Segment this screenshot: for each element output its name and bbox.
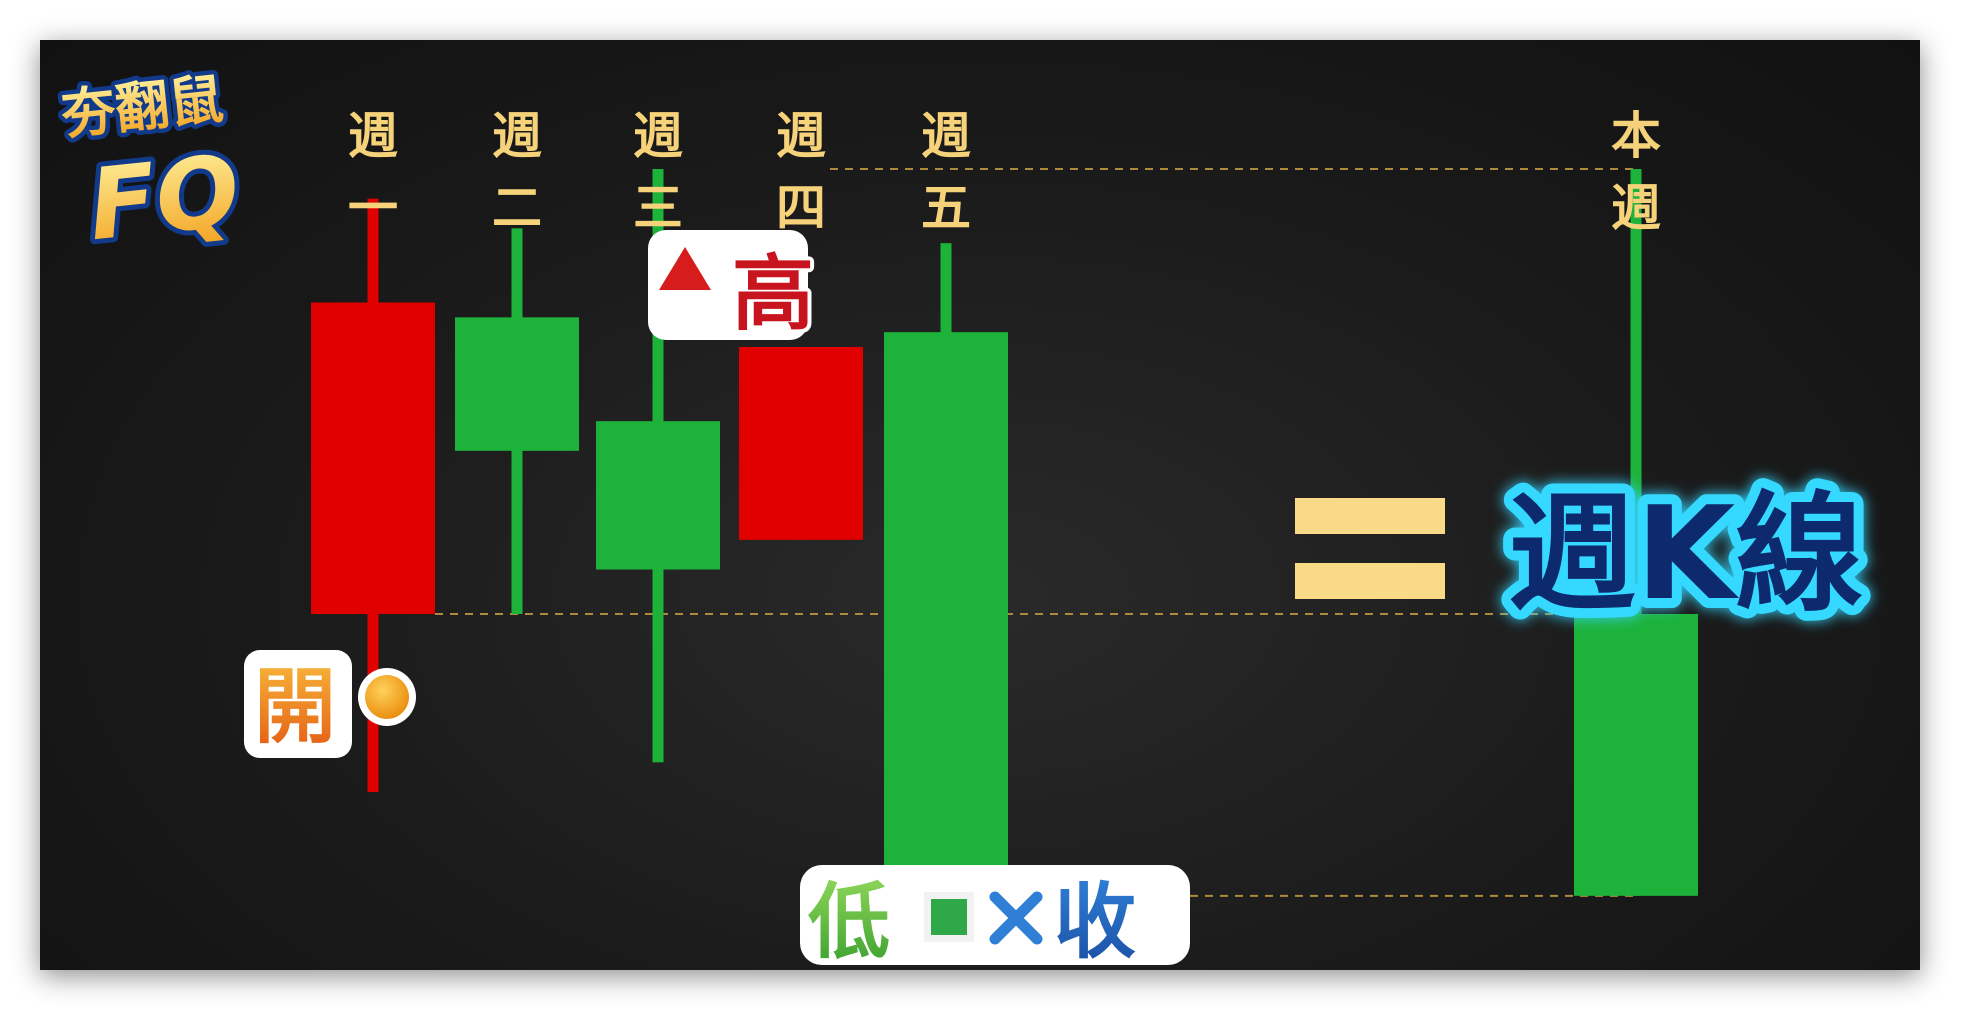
day-label-bottom: 三 [633,179,683,237]
candle-body [596,421,720,570]
day-label-top: 週 [921,107,971,165]
day-label-2: 週二 [492,107,542,237]
day-label-bottom: 一 [348,179,398,237]
high-annotation: 高 [648,230,818,346]
day-label-top: 週 [492,107,542,165]
guide-lines [435,168,1636,897]
open-label: 開 [254,660,336,755]
day-label-3: 週三 [633,107,683,237]
equals-bar-bottom [1295,563,1445,599]
open-annotation: 開 [244,650,416,759]
day-label-bottom: 四 [776,179,826,237]
logo-text-top: 夯翻鼠 [57,67,226,147]
day-label-top: 週 [776,107,826,165]
day-label-bottom: 五 [921,179,971,237]
candle-2 [455,228,579,615]
day-label-bottom: 二 [492,179,542,237]
day-label-bottom: 週 [1611,179,1661,237]
day-label-top: 週 [633,107,683,165]
day-label-1: 週一 [348,107,398,237]
weekly-k-title-text: 週K線 [1508,480,1863,629]
day-label-4: 週四 [776,107,826,237]
candle-1 [311,198,435,792]
close-label: 收 [1054,875,1136,970]
day-label-5: 週五 [921,107,971,237]
candle-3 [596,169,720,763]
equals-bar-top [1295,498,1445,534]
candle-body [1574,614,1698,896]
candles [311,169,1698,896]
low-label: 低 [808,875,890,970]
day-label-6: 本週 [1611,107,1661,237]
close-x-icon [985,887,1047,949]
weekly-k-title: 週K線 [1498,470,1873,639]
day-label-top: 週 [348,107,398,165]
candle-4 [739,347,863,540]
chart-stage: 週一週二週三週四週五本週 夯翻鼠 FQ 高 開 低 [40,40,1920,970]
candle-body [455,317,579,451]
day-label-top: 本 [1611,107,1661,165]
candle-body [311,302,435,614]
open-dot-icon [365,675,409,719]
low-square-icon [931,899,967,935]
logo-text-bottom: FQ [83,134,244,263]
candle-body [739,347,863,540]
open-tag-background [244,650,352,758]
high-label: 高 [732,247,814,342]
logo: 夯翻鼠 FQ [53,63,250,269]
low-close-tag-background [800,865,1190,965]
candle-5 [884,243,1008,896]
candle-wick [1630,169,1642,896]
low-close-annotation: 低 收 [800,865,1190,970]
candle-body [884,332,1008,896]
equals-sign: = [1295,498,1445,599]
high-triangle-icon [659,247,711,290]
candle-6 [1574,169,1698,896]
